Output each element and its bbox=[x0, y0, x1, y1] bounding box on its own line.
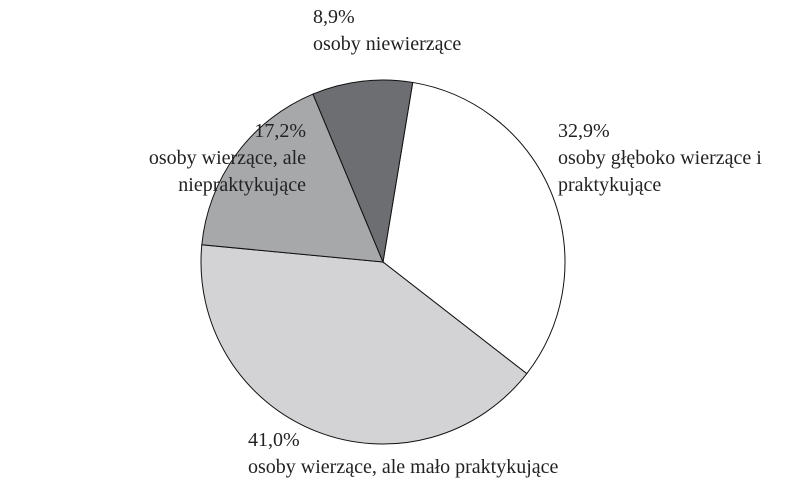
pie-slice bbox=[312, 79, 414, 264]
category-label: osoby głęboko wierzące i praktykujące bbox=[558, 147, 762, 196]
pie-slice bbox=[382, 81, 566, 375]
value-label: 41,0% bbox=[248, 429, 300, 451]
pie-slice bbox=[201, 93, 384, 263]
slice-label: 8,9% osoby niewierzące bbox=[313, 4, 461, 58]
slice-label: 17,2% osoby wierzące, ale niepraktykując… bbox=[110, 118, 306, 199]
category-label: osoby wierzące, ale mało praktykujące bbox=[248, 456, 559, 478]
category-label: osoby wierzące, ale niepraktykujące bbox=[148, 147, 306, 196]
value-label: 32,9% bbox=[558, 120, 610, 142]
value-label: 17,2% bbox=[254, 120, 306, 142]
slice-label: 32,9% osoby głęboko wierzące i praktykuj… bbox=[558, 118, 798, 199]
value-label: 8,9% bbox=[313, 6, 355, 28]
slice-label: 41,0% osoby wierzące, ale mało praktykuj… bbox=[248, 427, 558, 481]
category-label: osoby niewierzące bbox=[313, 33, 462, 55]
pie-slice bbox=[200, 244, 528, 445]
